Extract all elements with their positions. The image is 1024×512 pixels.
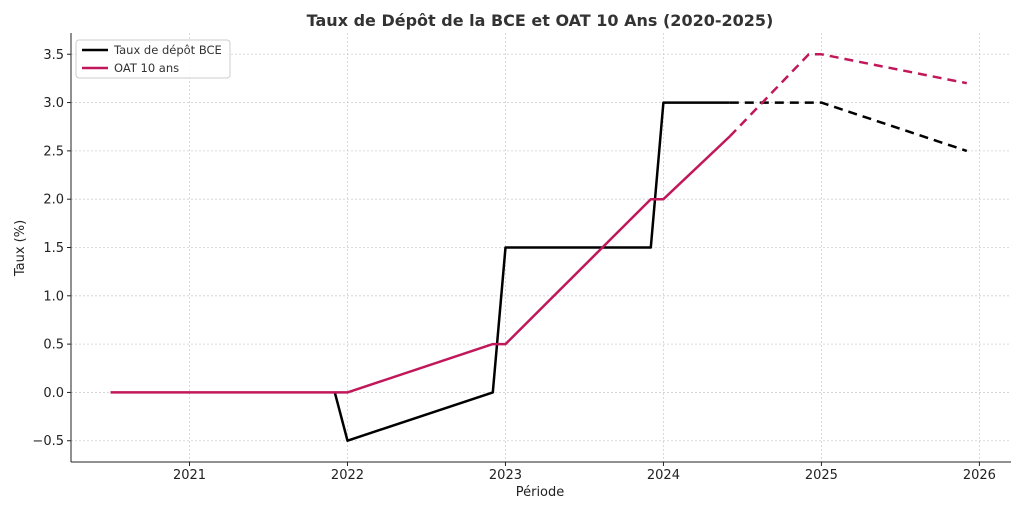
chart-title: Taux de Dépôt de la BCE et OAT 10 Ans (2…: [307, 11, 774, 30]
legend-label-oat-10-ans: OAT 10 ans: [114, 61, 179, 75]
series-line-taux-depot-bce: [333, 101, 730, 442]
x-tick-label: 2025: [805, 468, 838, 483]
axes: 2021 2022 2023 2024 2025 2026 −0.5 0.0 0.5 1.0 1.5…: [32, 33, 1011, 483]
y-tick-label: 1.5: [43, 241, 64, 256]
y-tick-label: 1.0: [43, 289, 64, 304]
y-tick-label: 0.0: [43, 386, 64, 401]
series-line-oat-10-ans-forecast: [728, 53, 968, 138]
x-tick-label: 2023: [489, 468, 522, 483]
legend: Taux de dépôt BCE OAT 10 ans: [75, 39, 231, 79]
y-tick-label: 2.0: [43, 193, 64, 208]
x-tick-label: 2024: [647, 468, 680, 483]
y-tick-label: 2.5: [43, 144, 64, 159]
y-tick-label: −0.5: [32, 434, 64, 449]
legend-label-taux-depot-bce: Taux de dépôt BCE: [113, 43, 222, 57]
x-axis-label: Période: [516, 485, 565, 500]
y-tick-label: 0.5: [43, 338, 64, 353]
series-layer: [110, 53, 968, 442]
y-tick-label: 3.0: [43, 96, 64, 111]
y-tick-label: 3.5: [43, 48, 64, 63]
x-tick-label: 2026: [963, 468, 996, 483]
series-line-oat-10-ans: [110, 135, 731, 394]
x-tick-label: 2021: [173, 468, 206, 483]
series-line-taux-depot-bce-forecast: [729, 101, 968, 153]
y-axis-label: Taux (%): [13, 220, 28, 277]
legend-frame: [75, 39, 231, 79]
x-tick-label: 2022: [331, 468, 364, 483]
